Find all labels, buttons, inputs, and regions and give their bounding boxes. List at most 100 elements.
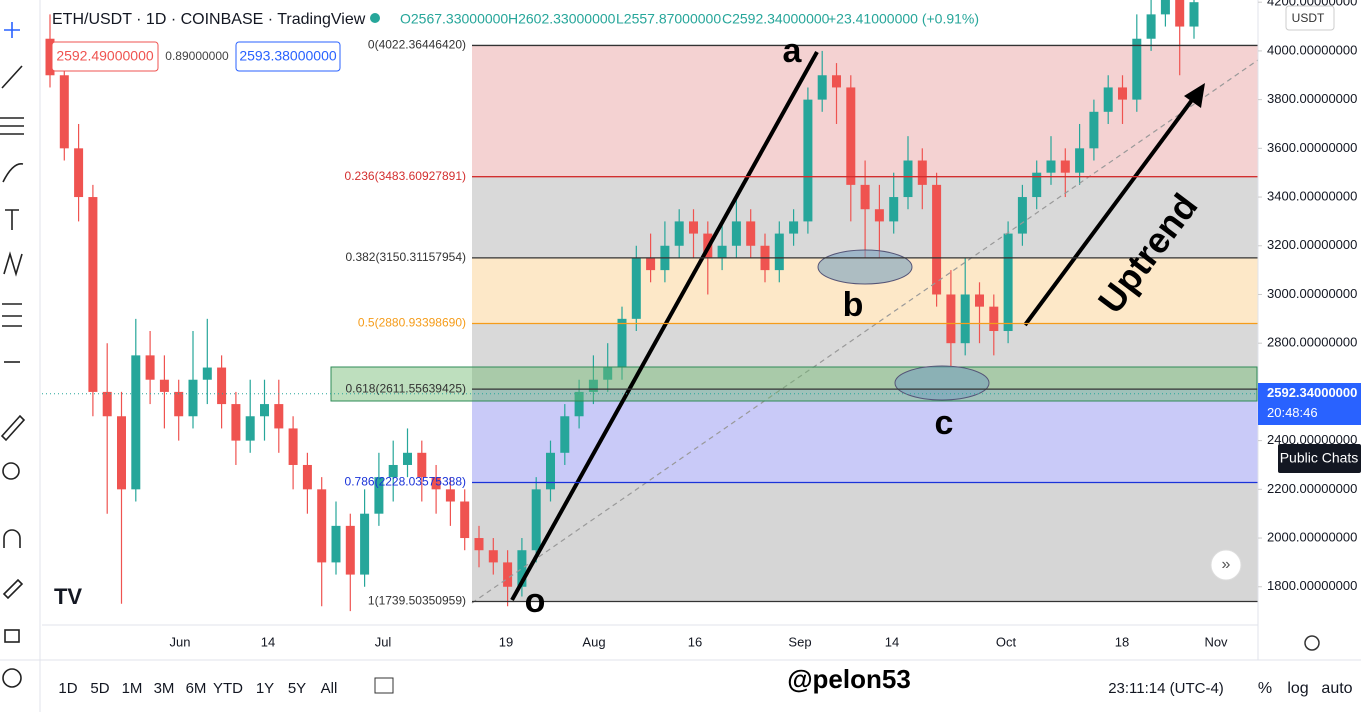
candle-body (102, 391, 112, 417)
timeframe-button[interactable]: 5Y (288, 680, 306, 697)
uptrend-arrow (1023, 94, 1197, 327)
compare-icon[interactable] (374, 677, 394, 694)
candle-body (302, 464, 312, 490)
candle-body (960, 294, 970, 344)
candle-body (1103, 87, 1113, 112)
fib-zone (472, 45, 1258, 177)
candle-body (832, 75, 841, 88)
fib-zone (472, 389, 1258, 483)
ruler-tool[interactable] (0, 414, 26, 442)
candle-body (860, 184, 870, 210)
candle-body (817, 75, 827, 100)
fib-label: 0.5(2880.93398690) (358, 316, 466, 330)
candle-body (546, 452, 555, 490)
scale-option[interactable]: % (1258, 680, 1272, 697)
fib-label: 0.236(3483.60927891) (345, 169, 466, 183)
scroll-icon[interactable]: » (1222, 556, 1231, 573)
point-label: c (935, 404, 954, 442)
candle-body (531, 489, 541, 551)
x-tick-label: Oct (996, 634, 1017, 649)
fib-label: 0.382(3150.31157954) (345, 250, 466, 264)
watermark: @pelon53 (787, 664, 911, 694)
currency-select[interactable] (1285, 5, 1335, 31)
candle-body (460, 501, 470, 539)
candle-body (1075, 148, 1085, 173)
candle-body (1089, 111, 1099, 149)
candle-body (746, 221, 756, 246)
sell-button[interactable] (51, 41, 159, 72)
candle-body (260, 404, 269, 417)
zoom-tool[interactable] (2, 462, 20, 480)
candle-body (174, 391, 184, 417)
candle-body (331, 525, 341, 563)
y-tick-label: 4200.00000000 (1267, 0, 1357, 9)
timeframe-button[interactable]: YTD (213, 680, 243, 697)
candle-body (1032, 172, 1042, 198)
candle-body (445, 489, 455, 502)
candle-body (1160, 0, 1170, 15)
candle-body (932, 184, 942, 295)
timeframe-button[interactable]: 1Y (256, 680, 274, 697)
currency[interactable]: USDT (1292, 11, 1325, 25)
candle-body (131, 355, 141, 490)
fib-tool[interactable] (0, 117, 24, 135)
x-tick-label: 19 (499, 634, 513, 649)
candle-body (774, 233, 784, 271)
candle-body (503, 562, 513, 587)
scroll-button[interactable] (1210, 549, 1242, 581)
candle-body (360, 513, 370, 575)
price-tag (1258, 383, 1361, 425)
candle-body (517, 550, 527, 587)
candle-body (1060, 160, 1070, 173)
fib-label: 1(1739.50350959) (368, 594, 466, 608)
candle-body (159, 379, 169, 392)
candle-body (903, 160, 913, 198)
candle-body (231, 404, 241, 441)
arrow-head (1184, 83, 1205, 108)
public-chats[interactable]: Public Chats (1280, 450, 1359, 466)
candle-body (646, 257, 656, 271)
candle-body (846, 87, 856, 185)
candle-body (1017, 197, 1027, 234)
timeframe-button[interactable]: 1M (122, 680, 143, 697)
pattern-tool[interactable] (3, 251, 23, 277)
text-tool[interactable] (5, 209, 19, 230)
eye-tool[interactable] (2, 668, 22, 688)
brush-tool[interactable] (2, 163, 24, 183)
timeframe-button[interactable]: 3M (154, 680, 175, 697)
trendline-tool[interactable] (1, 65, 23, 89)
drawing-toolbar[interactable] (0, 22, 26, 688)
magnet-tool[interactable] (3, 529, 21, 548)
x-tick-label: Sep (788, 634, 811, 649)
ohlc-change: +23.41000000 (+0.91%) (828, 11, 979, 27)
y-tick-label: 1800.00000000 (1267, 578, 1357, 593)
timeframe-button[interactable]: 5D (90, 680, 109, 697)
sell-price[interactable]: 2592.49000000 (56, 48, 154, 64)
lock-tool[interactable] (4, 629, 20, 643)
candle-body (874, 209, 884, 222)
timeframe-button[interactable]: All (321, 680, 338, 697)
buy-button[interactable] (235, 41, 341, 72)
candle-body (917, 160, 927, 185)
scale-option[interactable]: auto (1321, 680, 1352, 697)
scale-option[interactable]: log (1287, 680, 1308, 697)
ohlc-close: C2592.34000000 (722, 11, 830, 27)
candle-body (74, 148, 84, 198)
y-tick-label: 2400.00000000 (1267, 432, 1357, 447)
settings-icon[interactable] (1304, 635, 1320, 651)
prediction-tool[interactable] (2, 303, 22, 327)
buy-price[interactable]: 2593.38000000 (239, 48, 337, 64)
lock-drawing[interactable] (2, 578, 24, 600)
public-chats-button[interactable] (1278, 444, 1361, 473)
ohlc-high: H2602.33000000 (508, 11, 616, 27)
ellipse-b (817, 249, 913, 285)
timeframe-button[interactable]: 1D (58, 680, 77, 697)
crosshair-tool[interactable] (4, 22, 20, 38)
x-tick-label: 16 (688, 634, 702, 649)
candle-body (631, 257, 641, 319)
timeframe-button[interactable]: 6M (186, 680, 207, 697)
countdown: 20:48:46 (1267, 405, 1318, 420)
candle-body (1003, 233, 1013, 332)
y-tick-label: 3800.00000000 (1267, 91, 1357, 106)
